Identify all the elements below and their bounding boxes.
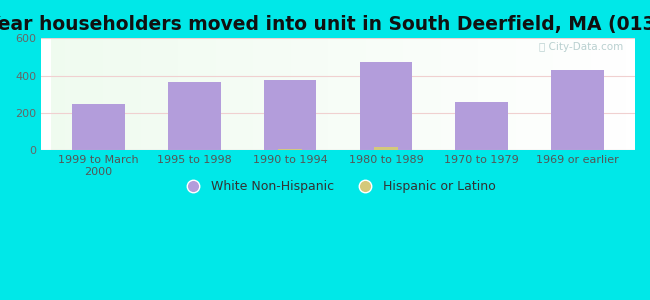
Bar: [359, 62, 412, 150]
Bar: [456, 102, 508, 150]
Bar: [168, 82, 220, 150]
Bar: [374, 147, 398, 150]
Bar: [551, 70, 604, 150]
Bar: [72, 104, 125, 150]
Legend: White Non-Hispanic, Hispanic or Latino: White Non-Hispanic, Hispanic or Latino: [176, 175, 500, 198]
Text: ⦿ City-Data.com: ⦿ City-Data.com: [539, 42, 623, 52]
Title: Year householders moved into unit in South Deerfield, MA (01373): Year householders moved into unit in Sou…: [0, 15, 650, 34]
Bar: [264, 80, 317, 150]
Bar: [278, 148, 302, 150]
